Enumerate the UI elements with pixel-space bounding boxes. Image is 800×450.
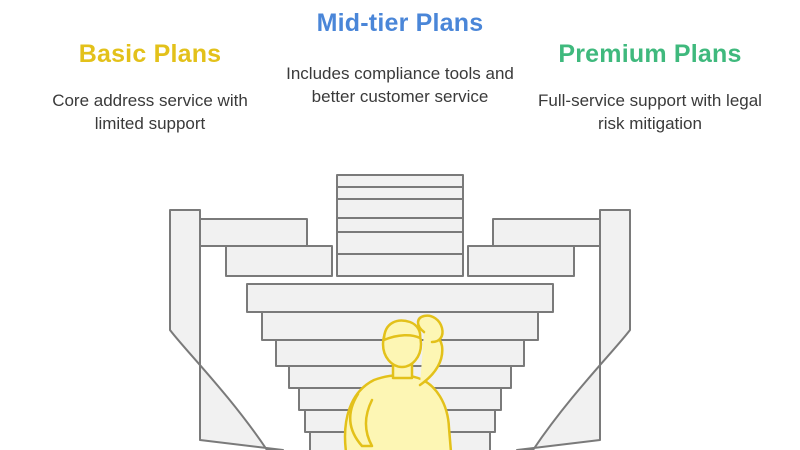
premium-plans-description: Full-service support with legal risk mit…: [538, 91, 762, 133]
premium-upper-steps: [467, 218, 601, 277]
thinking-person-icon: [343, 314, 453, 450]
basic-plans-description: Core address service with limited suppor…: [52, 91, 248, 133]
mid-tier-tower: [336, 174, 464, 277]
mid-tier-plans-title: Mid-tier Plans: [316, 9, 484, 37]
left-wall: [169, 209, 284, 450]
premium-plans-title: Premium Plans: [558, 40, 742, 68]
right-wall: [516, 209, 631, 450]
mid-tier-plans-description: Includes compliance tools and better cus…: [286, 64, 514, 106]
basic-upper-steps: [199, 218, 333, 277]
basic-plans-title: Basic Plans: [78, 40, 222, 68]
